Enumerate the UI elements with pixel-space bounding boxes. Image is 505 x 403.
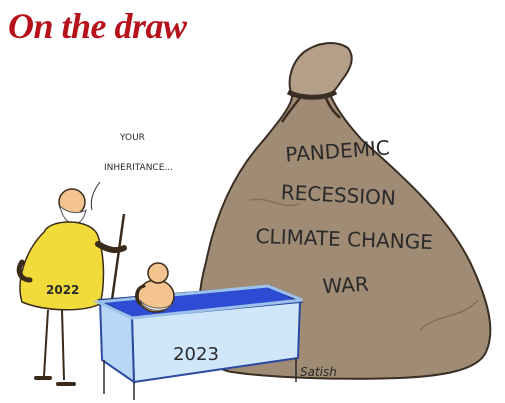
baby [135,262,175,313]
headline: On the draw [8,6,187,46]
old-man-2022: 2022 [16,188,127,386]
speech-text-line-2: INHERITANCE... [104,163,173,173]
old-man-year: 2022 [46,283,79,297]
sack-word-4: WAR [322,272,370,298]
speech-text-line-1: YOUR [119,133,145,143]
speech-pointer [90,181,101,211]
tub-2023: 2023 [92,284,304,400]
signature: Satish [300,365,337,379]
tub-year: 2023 [173,344,219,365]
